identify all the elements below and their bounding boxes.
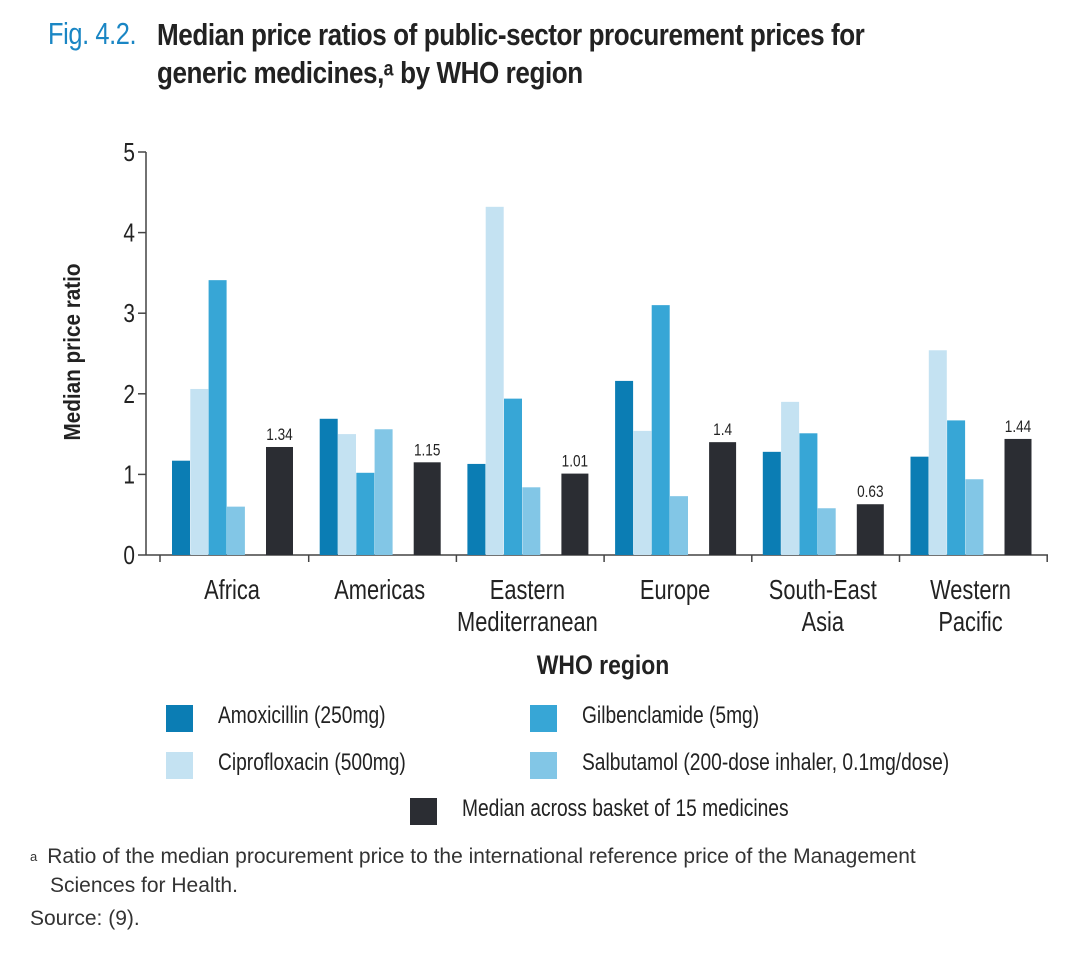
legend-label: Gilbenclamide (5mg) — [582, 702, 760, 729]
x-tick-label: Americas — [334, 574, 425, 605]
source-note: Source: (9). — [30, 907, 140, 930]
bar — [522, 487, 541, 555]
x-tick-label: Africa — [204, 574, 260, 605]
bar — [670, 496, 688, 555]
bar — [947, 420, 966, 555]
bar — [374, 429, 393, 555]
x-tick-label: Eastern — [490, 574, 565, 605]
data-label: 0.63 — [857, 483, 883, 502]
bar — [799, 433, 818, 555]
legend-swatch — [166, 705, 193, 732]
bar — [856, 504, 884, 555]
bar — [781, 401, 800, 555]
y-tick-label: 5 — [123, 138, 135, 167]
bar — [504, 398, 522, 555]
footnote-marker: a — [30, 849, 38, 864]
y-tick-label: 2 — [123, 380, 135, 409]
title-line-2: generic medicines,ᵃ by WHO region — [157, 55, 583, 90]
bar — [762, 451, 781, 555]
x-tick-label: Asia — [802, 606, 844, 637]
bar — [338, 434, 356, 555]
data-label: 1.34 — [266, 426, 293, 445]
bar — [615, 380, 634, 555]
y-axis-title: Median price ratio — [59, 263, 85, 440]
bar — [319, 418, 338, 555]
bar — [226, 506, 245, 555]
bar — [190, 388, 209, 555]
data-label: 1.15 — [414, 441, 440, 460]
x-axis-title: WHO region — [537, 650, 670, 680]
bar — [651, 305, 670, 555]
y-tick-label: 3 — [123, 299, 135, 328]
bar — [928, 350, 947, 555]
title-line-1: Median price ratios of public-sector pro… — [157, 17, 865, 52]
bar — [1004, 438, 1032, 555]
legend-swatch — [530, 705, 557, 732]
legend-swatch — [410, 798, 437, 825]
data-label: 1.01 — [562, 452, 588, 471]
x-tick-label: Western — [930, 574, 1011, 605]
bar-chart: 0 1 2 3 4 5 Median price ratio WHO region 1.34 Af… — [59, 138, 1048, 680]
bar — [633, 430, 652, 555]
data-label: 1.44 — [1005, 418, 1032, 437]
legend-swatch — [166, 752, 193, 779]
bar — [709, 442, 737, 555]
y-tick-label: 1 — [123, 460, 135, 489]
bar — [356, 472, 375, 555]
bar — [910, 456, 929, 555]
footnote-line-2: Sciences for Health. — [50, 874, 238, 897]
legend-label: Amoxicillin (250mg) — [218, 702, 386, 729]
footnote: a Ratio of the median procurement price t… — [30, 842, 916, 900]
x-tick-label: Europe — [640, 574, 710, 605]
x-tick-label: Pacific — [938, 606, 1002, 637]
footnote-line-1: Ratio of the median procurement price to… — [47, 845, 916, 868]
bar — [485, 206, 504, 556]
figure-label: Fig. 4.2. — [48, 16, 137, 51]
x-tick-label: Mediterranean — [457, 606, 598, 637]
chart-title: Median price ratios of public-sector pro… — [157, 16, 963, 92]
bar — [413, 462, 441, 555]
legend-label: Salbutamol (200-dose inhaler, 0.1mg/dose… — [582, 749, 950, 776]
legend-label: Ciprofloxacin (500mg) — [218, 749, 406, 776]
bar — [208, 280, 227, 555]
bar — [266, 446, 293, 555]
bar — [817, 508, 836, 555]
bar — [561, 473, 589, 555]
bar — [172, 460, 190, 555]
y-tick-label: 4 — [123, 218, 135, 247]
data-label: 1.4 — [713, 421, 732, 440]
x-tick-label: South-East — [769, 574, 877, 605]
y-tick-label: 0 — [123, 541, 135, 570]
legend-label: Median across basket of 15 medicines — [462, 795, 789, 822]
bar — [467, 463, 486, 555]
bar — [965, 479, 984, 555]
legend-swatch — [530, 752, 557, 779]
